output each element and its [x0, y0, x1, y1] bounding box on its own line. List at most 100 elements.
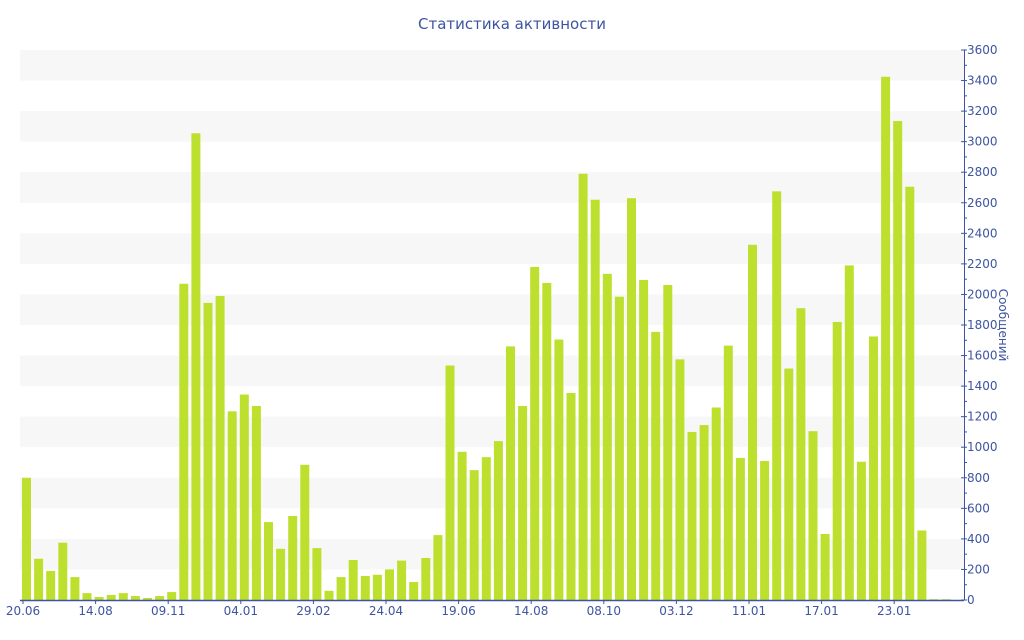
bar [34, 558, 44, 600]
x-tick-label: 29.02 [296, 604, 330, 618]
bar [94, 596, 104, 600]
bar [699, 425, 709, 600]
bar [433, 535, 443, 600]
bar [893, 121, 903, 601]
grid-band [20, 111, 964, 142]
chart-title: Статистика активности [418, 15, 606, 33]
y-tick-label: 2600 [967, 196, 998, 210]
x-tick-label: 11.01 [732, 604, 766, 618]
bar [276, 548, 286, 600]
y-tick-label: 0 [967, 593, 975, 607]
bar [179, 283, 189, 600]
x-tick-label: 24.04 [369, 604, 403, 618]
bar [360, 576, 370, 600]
bar [832, 321, 842, 600]
bar [130, 596, 140, 600]
bar [748, 244, 757, 600]
bar [106, 594, 116, 600]
bar [651, 331, 661, 600]
bar [421, 557, 431, 600]
bar [856, 461, 866, 600]
bar [784, 368, 794, 600]
bar [639, 279, 649, 600]
bar [385, 569, 394, 600]
bar [143, 598, 152, 600]
bar [663, 284, 673, 600]
bar [445, 365, 455, 600]
bar [336, 577, 346, 600]
y-tick-label: 3000 [967, 135, 998, 149]
y-tick-label: 400 [967, 532, 990, 546]
bar [372, 574, 382, 600]
bar [941, 599, 951, 600]
y-tick-label: 1800 [967, 318, 998, 332]
bar [869, 336, 878, 600]
grid-band [20, 538, 964, 570]
y-tick-label: 3400 [967, 74, 998, 88]
bar [203, 302, 213, 600]
y-tick-label: 1000 [967, 440, 998, 454]
bar [675, 359, 685, 600]
bar [566, 392, 576, 600]
x-tick-label: 03.12 [659, 604, 693, 618]
bar [397, 560, 407, 600]
bar [578, 173, 588, 600]
grid-band [20, 355, 964, 387]
bar [481, 457, 491, 600]
bar [929, 599, 939, 600]
bar [70, 577, 80, 600]
x-tick-label: 04.01 [224, 604, 258, 618]
grid-band [20, 294, 964, 325]
bar [288, 515, 298, 600]
y-tick-label: 2000 [967, 287, 998, 301]
bar [215, 295, 225, 600]
grid-band [20, 50, 964, 81]
bar [844, 265, 854, 600]
x-tick-label: 14.08 [514, 604, 548, 618]
bar [723, 345, 733, 600]
bar [506, 346, 515, 600]
bar [312, 548, 322, 600]
y-tick-label: 1600 [967, 349, 998, 363]
grid-band [20, 172, 964, 203]
bar [881, 76, 891, 601]
y-tick-label: 600 [967, 501, 990, 515]
bar [614, 296, 624, 600]
y-tick-label: 2200 [967, 257, 998, 271]
y-tick-label: 1400 [967, 379, 998, 393]
bar [602, 273, 612, 600]
bar [518, 405, 528, 600]
bar [324, 590, 334, 600]
bar [457, 451, 467, 600]
bar [820, 534, 830, 600]
y-tick-label: 3600 [967, 43, 998, 57]
x-tick-label: 08.10 [587, 604, 621, 618]
x-tick-label: 09.11 [151, 604, 185, 618]
bar [82, 593, 92, 600]
x-tick-label: 14.08 [78, 604, 112, 618]
bar [493, 441, 503, 600]
y-tick-label: 800 [967, 471, 990, 485]
bar [469, 470, 479, 600]
y-axis-label: Сообщений [996, 288, 1010, 362]
bar [530, 266, 540, 600]
bar [917, 530, 927, 600]
x-tick-label: 20.06 [6, 604, 40, 618]
bar [22, 477, 31, 600]
bar [227, 411, 237, 600]
bar [808, 431, 818, 600]
bar [191, 133, 201, 600]
y-tick-label: 1200 [967, 410, 998, 424]
bar [118, 593, 128, 600]
y-tick-label: 200 [967, 562, 990, 576]
x-tick-label: 19.06 [441, 604, 475, 618]
y-tick-label: 2400 [967, 226, 998, 240]
bar [772, 191, 782, 600]
bar [155, 596, 165, 600]
bar [167, 592, 177, 600]
grid-band [20, 233, 964, 264]
bar [554, 339, 564, 600]
bar [58, 542, 68, 600]
grid-band [20, 477, 964, 509]
